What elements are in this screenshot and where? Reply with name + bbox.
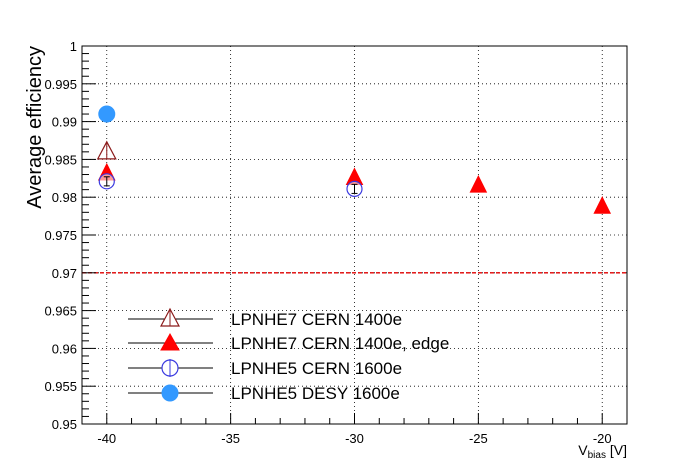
y-tick-label: 0.975 — [44, 228, 77, 243]
y-tick-label: 0.99 — [52, 115, 77, 130]
legend-label: LPNHE5 DESY 1600e — [231, 384, 400, 403]
axis-ticks: -40 -35 -30 -25 -20 0.95 0.955 0.96 0.965 0.97 0.9… — [44, 39, 628, 446]
legend-entry-lpnhe7-cern: LPNHE7 CERN 1400e — [128, 307, 402, 329]
data-points — [96, 105, 612, 214]
x-tick-label: -25 — [469, 431, 488, 446]
legend-marker-filled-triangle — [160, 332, 180, 351]
x-axis-title: Vbias [V] — [578, 442, 627, 461]
data-point-filled-triangle — [469, 174, 488, 193]
legend-marker-filled-circle — [161, 384, 179, 402]
legend-entry-lpnhe5-cern: LPNHE5 CERN 1600e — [128, 359, 402, 378]
legend-label: LPNHE7 CERN 1400e, edge — [231, 334, 449, 353]
y-tick-label: 0.985 — [44, 152, 77, 167]
y-axis-title: Average efficiency — [24, 46, 46, 209]
grid — [82, 45, 627, 425]
legend-label: LPNHE5 CERN 1600e — [231, 359, 402, 378]
data-point-filled-triangle — [593, 196, 612, 214]
y-tick-label: 0.965 — [44, 304, 77, 319]
legend: LPNHE7 CERN 1400e LPNHE7 CERN 1400e, edg… — [128, 307, 449, 403]
x-tick-label: -40 — [97, 431, 116, 446]
data-point-filled-circle — [98, 105, 116, 123]
y-tick-label: 0.955 — [44, 379, 77, 394]
y-tick-label: 0.95 — [52, 417, 77, 432]
x-axis-title-unit: [V] — [606, 442, 627, 458]
x-tick-label: -30 — [345, 431, 364, 446]
legend-entry-lpnhe7-cern-edge: LPNHE7 CERN 1400e, edge — [128, 332, 449, 353]
y-tick-label: 0.98 — [52, 190, 77, 205]
legend-label: LPNHE7 CERN 1400e — [231, 310, 402, 329]
x-tick-label: -20 — [593, 431, 612, 446]
x-tick-label: -35 — [221, 431, 240, 446]
x-axis-title-subscript: bias — [588, 450, 606, 461]
y-tick-label: 1 — [70, 39, 77, 54]
y-tick-label: 0.97 — [52, 266, 77, 281]
x-axis-title-main: V — [578, 442, 588, 458]
legend-entry-lpnhe5-desy: LPNHE5 DESY 1600e — [128, 384, 400, 403]
y-tick-label: 0.96 — [52, 341, 77, 356]
y-tick-label: 0.995 — [44, 77, 77, 92]
